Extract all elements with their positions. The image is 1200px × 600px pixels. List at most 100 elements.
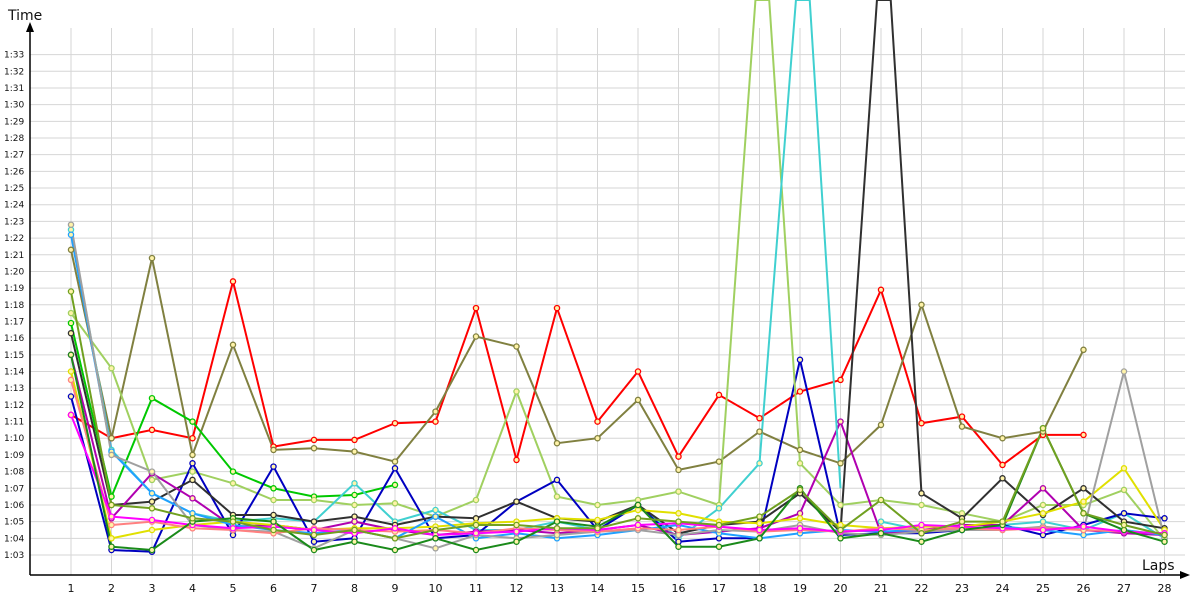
data-point (715, 505, 723, 512)
y-tick-label: 1:24 (4, 201, 24, 211)
data-point (675, 488, 682, 495)
data-point (189, 495, 196, 502)
data-point (351, 491, 358, 499)
data-point (918, 419, 925, 427)
y-tick-label: 1:19 (4, 284, 24, 294)
series-group (67, 0, 1168, 555)
data-point (472, 496, 480, 504)
data-point (351, 436, 358, 444)
data-point (270, 496, 277, 504)
y-tick-label: 1:11 (4, 418, 24, 428)
y-tick-label: 1:30 (4, 101, 24, 111)
data-point (391, 546, 399, 554)
data-point (189, 476, 196, 484)
data-point (189, 434, 196, 442)
data-point (634, 521, 642, 529)
data-point (675, 526, 682, 534)
data-point (675, 543, 682, 550)
data-point (391, 500, 399, 507)
x-axis-title: Laps (1142, 558, 1175, 574)
data-point (108, 543, 115, 550)
data-point (148, 498, 156, 505)
data-point (108, 364, 115, 372)
data-point (67, 329, 75, 337)
data-point (918, 538, 925, 545)
data-point (351, 501, 358, 509)
data-point (189, 468, 196, 475)
series-line-15 (70, 291, 1165, 540)
data-point (999, 461, 1006, 469)
x-tick-labels: 1 2 3 4 5 6 7 8 9 10 11 12 13 14 15 16 17 18 19 20 21 22 23 24 2… (68, 582, 1172, 595)
data-point (553, 493, 561, 500)
data-point (67, 309, 75, 317)
series-line-11 (70, 224, 1166, 550)
x-tick-label: 11 (469, 582, 483, 595)
data-point (1120, 368, 1128, 375)
data-point (472, 521, 480, 529)
data-point (67, 221, 75, 228)
x-tick-label: 19 (793, 582, 807, 595)
data-point (472, 530, 480, 537)
y-tick-label: 1:09 (4, 451, 24, 461)
y-tick-label: 1:13 (4, 384, 24, 394)
data-point (432, 418, 439, 425)
data-point (634, 515, 642, 522)
data-point (270, 526, 277, 534)
data-point (756, 414, 763, 422)
y-tick-label: 1:04 (4, 534, 24, 544)
axes (26, 22, 1190, 579)
data-point (432, 526, 439, 534)
x-tick-label: 9 (392, 582, 399, 595)
x-tick-label: 14 (591, 582, 605, 595)
data-point (877, 530, 885, 537)
y-axis-arrow (26, 22, 34, 32)
data-point (391, 465, 399, 472)
data-point (553, 439, 561, 447)
data-point (675, 510, 682, 517)
y-tick-label: 1:20 (4, 267, 24, 277)
data-point (310, 518, 318, 525)
data-point (391, 481, 399, 489)
series-line-14 (70, 354, 1165, 552)
data-point (837, 460, 844, 467)
data-point (270, 485, 277, 492)
x-tick-label: 22 (915, 582, 929, 595)
data-point (594, 434, 601, 442)
data-point (715, 521, 723, 529)
data-point (148, 546, 156, 554)
data-point (432, 545, 439, 552)
y-tick-label: 1:08 (4, 468, 24, 478)
data-point (837, 526, 844, 534)
data-point (1080, 498, 1087, 505)
data-point (270, 446, 277, 454)
data-point (756, 535, 763, 542)
data-point (715, 543, 723, 550)
series-line-12 (70, 379, 1165, 535)
data-point (1039, 526, 1047, 534)
y-axis-title: Time (7, 8, 42, 24)
series-spike-3 (839, 0, 923, 532)
data-point (796, 356, 804, 364)
data-point (310, 444, 318, 452)
data-point (351, 480, 358, 487)
data-point (958, 413, 966, 420)
data-point (594, 516, 601, 524)
series-spike-1 (718, 0, 801, 506)
data-point (1080, 346, 1087, 354)
data-point (351, 448, 358, 455)
data-point (1120, 465, 1128, 472)
data-point (513, 521, 520, 529)
x-tick-label: 5 (230, 582, 237, 595)
series-spike-2 (758, 0, 842, 489)
series-line-2 (70, 249, 1085, 472)
x-axis-arrow (1180, 571, 1190, 579)
y-tick-labels: 1:03 1:04 1:05 1:06 1:07 1:08 1:09 1:10 1:11 1:12… (4, 51, 24, 561)
series-line-8 (70, 354, 1165, 537)
data-point (108, 493, 115, 500)
data-point (877, 496, 885, 504)
data-point (1080, 523, 1087, 530)
y-tick-label: 1:23 (4, 217, 24, 227)
data-point (1161, 531, 1168, 539)
data-point (837, 418, 844, 425)
data-point (148, 476, 156, 484)
